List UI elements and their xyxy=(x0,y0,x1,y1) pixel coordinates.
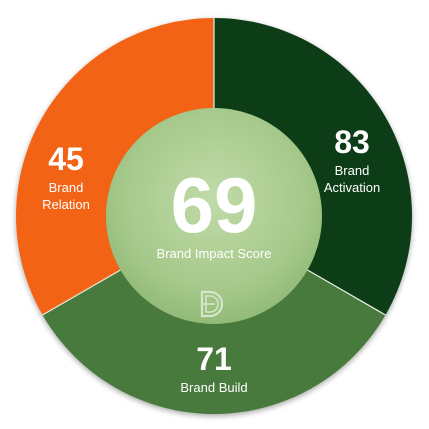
segment-value-brand-relation: 45 xyxy=(48,141,84,177)
segment-brand-relation xyxy=(16,18,215,315)
center-disc xyxy=(106,108,322,324)
segment-divider xyxy=(303,267,386,316)
segment-label-brand-build: Brand Build xyxy=(180,380,247,395)
center-score-value: 69 xyxy=(171,161,258,249)
d-logo-icon xyxy=(200,290,224,318)
segment-brand-build xyxy=(42,268,386,414)
segment-label-brand-relation: Brand xyxy=(49,180,84,195)
segment-value-brand-activation: 83 xyxy=(334,124,370,160)
segment-divider xyxy=(42,267,125,316)
segment-brand-activation xyxy=(214,18,412,315)
center-score-label: Brand Impact Score xyxy=(157,246,272,261)
segment-label-brand-activation: Activation xyxy=(324,180,380,195)
segment-label-brand-activation: Brand xyxy=(335,163,370,178)
segment-label-brand-relation: Relation xyxy=(42,197,90,212)
segment-value-brand-build: 71 xyxy=(196,341,232,377)
